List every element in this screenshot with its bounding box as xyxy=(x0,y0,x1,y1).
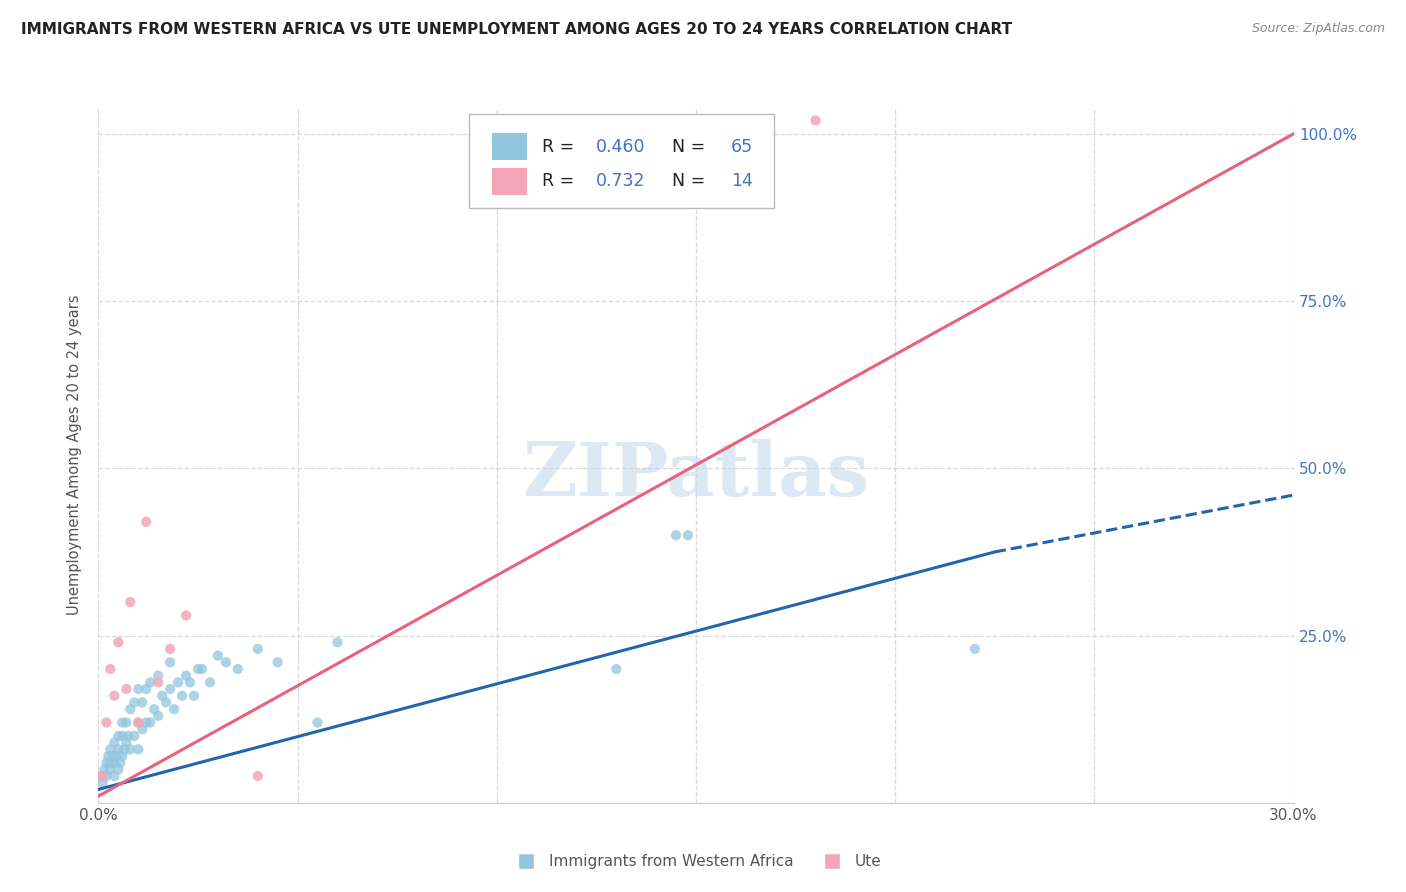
Point xyxy=(91,769,114,783)
Point xyxy=(103,735,125,749)
Point xyxy=(101,749,124,764)
Point xyxy=(267,655,290,669)
Point xyxy=(117,729,139,743)
Point xyxy=(198,675,221,690)
Point xyxy=(100,762,122,776)
Point xyxy=(183,689,205,703)
Point xyxy=(127,715,149,730)
Text: 0.732: 0.732 xyxy=(596,172,645,191)
Point xyxy=(100,662,122,676)
Point xyxy=(103,689,125,703)
Text: N =: N = xyxy=(661,137,711,156)
Point xyxy=(159,681,181,696)
Point xyxy=(103,769,125,783)
Point xyxy=(163,702,186,716)
Point xyxy=(167,675,190,690)
Text: Source: ZipAtlas.com: Source: ZipAtlas.com xyxy=(1251,22,1385,36)
Point xyxy=(93,762,115,776)
Point xyxy=(963,642,986,657)
Point xyxy=(179,675,201,690)
Point xyxy=(605,662,627,676)
Point xyxy=(159,642,181,657)
Text: 14: 14 xyxy=(731,172,752,191)
Point xyxy=(127,681,149,696)
Point xyxy=(115,681,138,696)
Point xyxy=(139,715,162,730)
Point xyxy=(665,528,688,542)
Point xyxy=(103,756,125,770)
Point xyxy=(150,689,173,703)
Point xyxy=(107,729,129,743)
Point xyxy=(187,662,209,676)
Point xyxy=(100,756,122,770)
Y-axis label: Unemployment Among Ages 20 to 24 years: Unemployment Among Ages 20 to 24 years xyxy=(67,294,83,615)
Point xyxy=(96,769,118,783)
Point xyxy=(135,515,157,529)
Point xyxy=(115,735,138,749)
Point xyxy=(159,655,181,669)
Text: N =: N = xyxy=(661,172,711,191)
Legend: Immigrants from Western Africa, Ute: Immigrants from Western Africa, Ute xyxy=(505,848,887,875)
Text: R =: R = xyxy=(541,172,579,191)
Point xyxy=(155,696,177,710)
Point xyxy=(804,113,827,128)
Point xyxy=(215,655,238,669)
Text: IMMIGRANTS FROM WESTERN AFRICA VS UTE UNEMPLOYMENT AMONG AGES 20 TO 24 YEARS COR: IMMIGRANTS FROM WESTERN AFRICA VS UTE UN… xyxy=(21,22,1012,37)
Point xyxy=(143,702,166,716)
Point xyxy=(111,729,134,743)
Point xyxy=(97,749,120,764)
FancyBboxPatch shape xyxy=(470,114,773,208)
Point xyxy=(89,769,111,783)
Point xyxy=(172,689,194,703)
Point xyxy=(111,749,134,764)
FancyBboxPatch shape xyxy=(492,134,527,160)
Point xyxy=(148,708,170,723)
Point xyxy=(135,715,157,730)
Point xyxy=(110,756,132,770)
Point xyxy=(139,675,162,690)
Point xyxy=(100,742,122,756)
Point xyxy=(676,528,699,542)
Point xyxy=(307,715,329,730)
Point xyxy=(115,715,138,730)
Point xyxy=(326,635,349,649)
Point xyxy=(124,696,146,710)
FancyBboxPatch shape xyxy=(492,169,527,194)
Point xyxy=(127,742,149,756)
Text: 65: 65 xyxy=(731,137,752,156)
Point xyxy=(91,775,114,790)
Point xyxy=(120,595,142,609)
Point xyxy=(246,642,269,657)
Point xyxy=(226,662,249,676)
Point xyxy=(131,696,153,710)
Point xyxy=(96,756,118,770)
Point xyxy=(207,648,229,663)
Text: R =: R = xyxy=(541,137,579,156)
Point xyxy=(120,702,142,716)
Point xyxy=(111,715,134,730)
Point xyxy=(120,742,142,756)
Text: 0.460: 0.460 xyxy=(596,137,645,156)
Point xyxy=(112,742,135,756)
Point xyxy=(148,669,170,683)
Point xyxy=(246,769,269,783)
Point xyxy=(107,762,129,776)
Point xyxy=(174,669,197,683)
Point xyxy=(131,723,153,737)
Point xyxy=(148,675,170,690)
Point xyxy=(127,715,149,730)
Point xyxy=(124,729,146,743)
Point xyxy=(135,681,157,696)
Text: ZIPatlas: ZIPatlas xyxy=(523,439,869,512)
Point xyxy=(174,608,197,623)
Point xyxy=(107,742,129,756)
Point xyxy=(107,635,129,649)
Point xyxy=(105,749,128,764)
Point xyxy=(96,715,118,730)
Point xyxy=(191,662,214,676)
